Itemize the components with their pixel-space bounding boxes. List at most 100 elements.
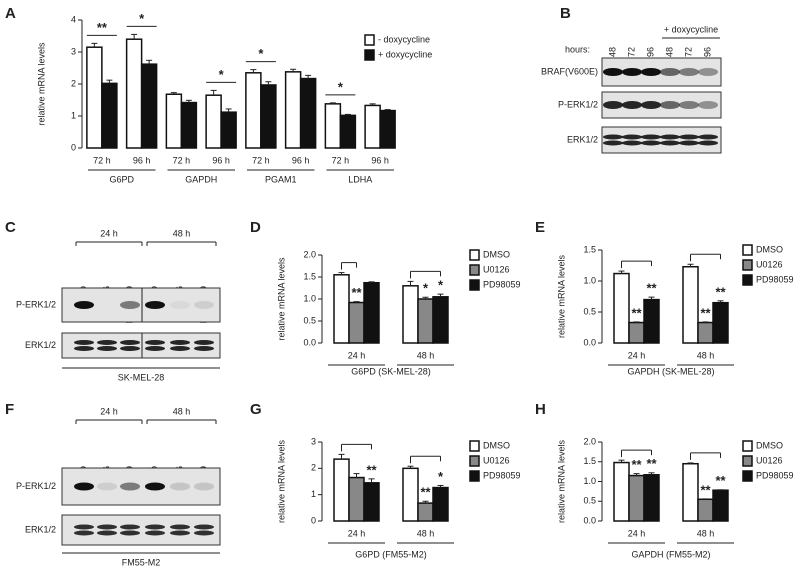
legend-swatch: [469, 279, 480, 291]
row-label: BRAF(V600E): [541, 66, 598, 76]
bar: [379, 109, 396, 149]
band: [194, 340, 214, 345]
y-tick-label: 0.5: [583, 306, 596, 316]
x-tick-label: 72 h: [93, 155, 111, 165]
legend-swatch: [364, 34, 375, 46]
band: [74, 340, 94, 345]
x-tick-label: 48 h: [697, 350, 715, 360]
bar: [432, 486, 449, 522]
group-label: 24 h: [100, 406, 118, 416]
bar: [284, 71, 302, 149]
band: [603, 140, 623, 146]
group-label: 24 h: [100, 228, 118, 238]
panel-label: E: [535, 219, 545, 236]
group-label: LDHA: [348, 174, 372, 184]
x-tick-label: 24 h: [348, 528, 366, 538]
significance: **: [700, 305, 711, 320]
bar: [417, 502, 434, 522]
significance: *: [423, 281, 429, 296]
panel-label: A: [5, 5, 16, 22]
band: [194, 346, 214, 351]
x-tick-label: 24 h: [628, 528, 646, 538]
band: [698, 101, 718, 109]
panel-label: C: [5, 219, 16, 236]
bar: [402, 467, 419, 522]
group-label: GAPDH: [185, 174, 217, 184]
significance: *: [139, 11, 145, 26]
x-tick-label: 72 h: [252, 155, 270, 165]
panel-label: F: [5, 401, 14, 418]
bar: [682, 462, 699, 522]
y-tick-label: 0: [71, 142, 76, 152]
y-axis-label: relative mRNA levels: [556, 254, 566, 338]
bar: [432, 296, 449, 344]
band: [120, 301, 140, 309]
band: [74, 346, 94, 351]
bar: [402, 285, 419, 344]
blot-strip: [601, 126, 722, 154]
bar: [333, 274, 350, 344]
y-axis-label: relative mRNA levels: [276, 439, 286, 523]
group-label: PGAM1: [265, 174, 297, 184]
y-tick-label: 1: [71, 110, 76, 120]
band: [679, 101, 699, 109]
band: [145, 530, 165, 536]
legend-swatch: [469, 249, 480, 261]
band: [170, 530, 190, 536]
row-label: ERK1/2: [25, 524, 56, 534]
lane-label: 72: [626, 47, 636, 57]
band: [641, 134, 661, 140]
bar: [165, 93, 183, 149]
x-tick-label: 72 h: [332, 155, 350, 165]
y-tick-label: 0.5: [303, 315, 316, 325]
y-tick-label: 2: [311, 463, 316, 473]
group-label: + doxycycline: [664, 24, 718, 34]
legend-swatch: [469, 264, 480, 276]
band: [97, 530, 117, 536]
row-label: P-ERK1/2: [16, 299, 56, 309]
x-tick-label: 72 h: [173, 155, 191, 165]
band: [679, 140, 699, 146]
y-axis-label: relative mRNA levels: [276, 257, 286, 341]
x-axis-label: GAPDH (FM55-M2): [631, 549, 710, 559]
band: [603, 68, 623, 76]
bar: [339, 114, 357, 149]
band: [97, 340, 117, 345]
blot-strip: [61, 332, 221, 359]
row-label: ERK1/2: [25, 340, 56, 350]
band: [622, 134, 642, 140]
band: [641, 68, 661, 76]
x-tick-label: 48 h: [417, 350, 435, 360]
y-tick-label: 0: [311, 515, 316, 525]
legend-label: PD98059: [756, 470, 794, 480]
bar: [363, 482, 380, 522]
panel-label: D: [250, 219, 261, 236]
band: [698, 134, 718, 140]
band: [74, 530, 94, 536]
band: [622, 68, 642, 76]
band: [74, 301, 94, 309]
legend-label: DMSO: [483, 440, 510, 450]
band: [698, 68, 718, 76]
significance: *: [258, 46, 264, 61]
legend-label: DMSO: [756, 244, 783, 254]
y-tick-label: 2.0: [303, 249, 316, 259]
significance: **: [631, 305, 642, 320]
legend-label: DMSO: [756, 440, 783, 450]
lanes-title: hours:: [565, 44, 590, 54]
bar: [125, 38, 143, 149]
y-tick-label: 4: [71, 14, 76, 24]
legend-label: U0126: [756, 455, 783, 465]
bar: [245, 72, 262, 149]
band: [641, 101, 661, 109]
bar: [299, 77, 317, 149]
band: [622, 140, 642, 146]
y-tick-label: 1.5: [583, 456, 596, 466]
x-tick-label: 24 h: [628, 350, 646, 360]
band: [170, 524, 190, 530]
band: [120, 530, 140, 536]
y-tick-label: 2.0: [583, 436, 596, 446]
legend-swatch: [364, 49, 375, 61]
y-tick-label: 0.0: [303, 337, 316, 347]
